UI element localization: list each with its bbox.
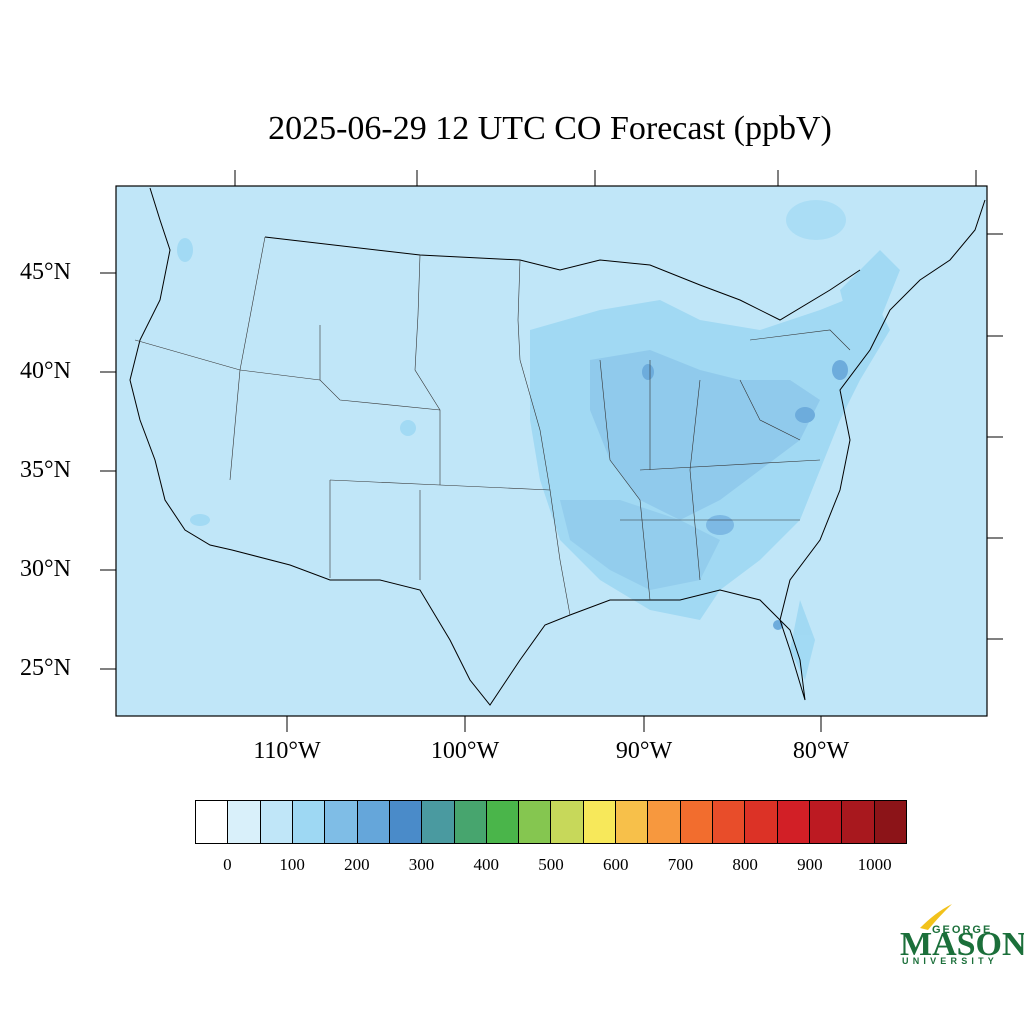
right-ticks — [987, 233, 1003, 640]
logo-university: UNIVERSITY — [902, 956, 999, 966]
colorbar-label: 700 — [667, 855, 694, 874]
state-borders — [134, 236, 851, 616]
us-outline — [129, 187, 986, 706]
bottom-ticks — [286, 716, 822, 732]
colorbar-cell — [648, 801, 681, 843]
colorbar-cell — [777, 801, 810, 843]
colorbar-cell — [745, 801, 778, 843]
colorbar-label: 300 — [408, 855, 435, 874]
top-ticks — [234, 170, 977, 186]
lat-label-25n: 25°N — [20, 655, 71, 681]
colorbar-cell — [260, 801, 293, 843]
colorbar-cell — [228, 801, 261, 843]
colorbar-label: 600 — [602, 855, 629, 874]
colorbar-cell — [196, 801, 229, 843]
colorbar — [195, 800, 907, 844]
colorbar-cell — [292, 801, 326, 843]
lat-label-30n: 30°N — [20, 556, 71, 582]
colorbar-label: 1000 — [857, 855, 892, 874]
colorbar-cell — [809, 801, 843, 843]
colorbar-cell — [680, 801, 713, 843]
colorbar-cell — [454, 801, 487, 843]
colorbar-cell — [486, 801, 520, 843]
colorbar-cell — [551, 801, 584, 843]
colorbar-cell — [874, 801, 906, 843]
logo-george: GEORGE — [932, 924, 993, 936]
colorbar-label: 0 — [223, 855, 232, 874]
colorbar-label: 200 — [344, 855, 370, 874]
lat-label-40n: 40°N — [20, 358, 71, 384]
colorbar-cell — [325, 801, 358, 843]
lon-label-80w: 80°W — [792, 738, 850, 764]
colorbar-cell — [842, 801, 875, 843]
colorbar-cell — [616, 801, 649, 843]
colorbar-label: 900 — [797, 855, 823, 874]
gmu-logo: GEORGE MASON UNIVERSITY — [896, 902, 1024, 972]
map-frame — [115, 185, 988, 717]
colorbar-label: 800 — [732, 855, 758, 874]
colorbar-cell — [389, 801, 423, 843]
colorbar-cell — [713, 801, 746, 843]
lon-label-90w: 90°W — [615, 738, 673, 764]
lon-label-110w: 110°W — [253, 738, 321, 764]
lat-label-35n: 35°N — [20, 457, 71, 483]
map-title: 2025-06-29 12 UTC CO Forecast (ppbV) — [268, 110, 832, 147]
colorbar-cell — [357, 801, 390, 843]
colorbar-cell — [583, 801, 617, 843]
co-concentration-shading — [177, 200, 900, 680]
colorbar-label: 100 — [279, 855, 305, 874]
left-ticks — [100, 272, 116, 670]
logo-accent-mark — [920, 904, 952, 930]
colorbar-label: 400 — [473, 855, 500, 874]
colorbar-cell — [519, 801, 552, 843]
colorbar-label: 500 — [538, 855, 564, 874]
colorbar-cell — [422, 801, 455, 843]
logo-mason: MASON — [900, 926, 1024, 963]
logo-swoosh-icon — [920, 904, 952, 930]
lon-label-100w: 100°W — [430, 738, 500, 764]
lat-label-45n: 45°N — [20, 259, 71, 285]
